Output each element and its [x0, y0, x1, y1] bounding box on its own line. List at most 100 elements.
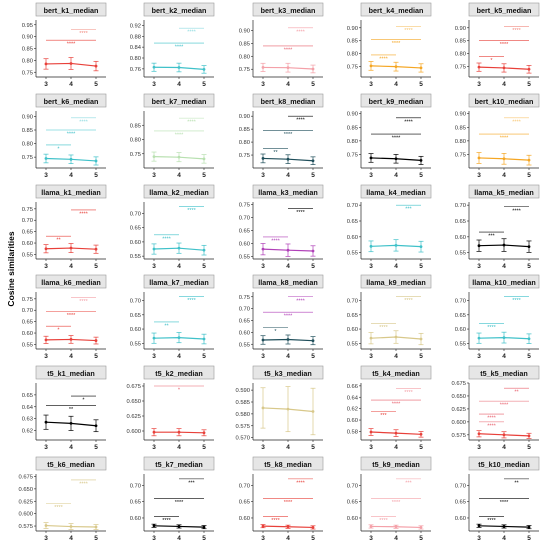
- y-tick-label: 0.75: [347, 65, 358, 71]
- facet-strip: [143, 184, 215, 199]
- facet-strip: [252, 365, 324, 380]
- data-point: [69, 421, 73, 425]
- x-tick-label: 5: [419, 353, 423, 360]
- x-tick-label: 5: [419, 81, 423, 88]
- y-tick-label: 0.75: [455, 152, 466, 158]
- y-tick-label: 0.62: [347, 407, 358, 413]
- y-tick-label: 0.80: [347, 139, 358, 145]
- significance-label: ****: [512, 119, 521, 125]
- y-tick-label: 0.60: [347, 235, 358, 241]
- y-tick-label: 0.55: [22, 252, 33, 258]
- facet-title: bert_k7_median: [152, 97, 207, 106]
- facet-panel: bert_k7_median 0.75 0.80 0.85 3 4 5 ********: [130, 93, 215, 179]
- significance-label: ****: [487, 423, 496, 429]
- y-tick-label: 0.600: [18, 512, 33, 518]
- y-tick-label: 0.80: [239, 140, 250, 146]
- facet-panel: bert_k3_median 0.75 0.80 0.85 0.90 3 4 5 **** ***…: [239, 2, 324, 88]
- data-point: [369, 525, 373, 528]
- x-tick-label: 4: [394, 263, 398, 270]
- data-point: [202, 431, 206, 435]
- data-point: [419, 66, 423, 70]
- significance-label: ****: [187, 120, 196, 126]
- y-tick-label: 0.70: [455, 299, 466, 305]
- x-tick-label: 4: [177, 353, 181, 360]
- y-tick-label: 0.650: [18, 487, 33, 493]
- y-tick-label: 0.75: [239, 203, 250, 209]
- x-tick-label: 4: [286, 353, 290, 360]
- y-tick-label: 0.70: [347, 203, 358, 209]
- significance-label: ****: [487, 416, 496, 422]
- y-tick-label: 0.60: [455, 235, 466, 241]
- facet-title: t5_k3_median: [264, 369, 312, 378]
- facet-title: t5_k8_median: [264, 460, 312, 469]
- x-tick-label: 4: [177, 263, 181, 270]
- data-point: [419, 526, 423, 529]
- significance-label: ****: [404, 28, 413, 34]
- data-point: [177, 430, 181, 434]
- facet-strip: [35, 274, 107, 289]
- facet-panel: llama_k9_median 0.55 0.60 0.65 0.70 3 4 5 **** **…: [347, 274, 432, 360]
- x-tick-label: 3: [261, 353, 265, 360]
- significance-label: ****: [404, 390, 413, 396]
- significance-label: ****: [379, 518, 388, 524]
- x-tick-label: 5: [202, 81, 206, 88]
- facet-title: bert_k8_median: [261, 97, 316, 106]
- facet-title: llama_k4_median: [366, 188, 426, 197]
- significance-label: **: [514, 480, 519, 486]
- significance-label: ***: [405, 480, 412, 486]
- significance-label: ****: [175, 500, 184, 506]
- data-point: [527, 67, 531, 71]
- facet-strip: [360, 93, 432, 108]
- x-tick-label: 4: [394, 535, 398, 542]
- x-tick-label: 3: [369, 263, 373, 270]
- facet-title: bert_k3_median: [261, 6, 316, 15]
- data-point: [177, 246, 181, 250]
- significance-label: **: [273, 150, 278, 156]
- significance-label: ****: [500, 42, 509, 48]
- x-tick-label: 4: [69, 263, 73, 270]
- significance-label: ****: [296, 29, 305, 35]
- x-tick-label: 3: [261, 263, 265, 270]
- x-tick-label: 4: [69, 81, 73, 88]
- x-tick-label: 5: [527, 444, 531, 451]
- y-tick-label: 0.80: [130, 138, 141, 144]
- data-point: [369, 244, 373, 248]
- facet-title: bert_k6_median: [44, 97, 99, 106]
- x-tick-label: 5: [419, 172, 423, 179]
- data-point: [94, 159, 98, 163]
- facet-strip: [360, 2, 432, 17]
- significance-label: ****: [379, 56, 388, 62]
- x-tick-label: 5: [527, 81, 531, 88]
- y-tick-label: 0.90: [455, 112, 466, 118]
- y-tick-label: 0.60: [130, 516, 141, 522]
- significance-label: ****: [512, 28, 521, 34]
- facet-title: bert_k5_median: [477, 6, 532, 15]
- y-tick-label: 0.80: [347, 52, 358, 58]
- y-tick-label: 0.75: [239, 67, 250, 73]
- facet-strip: [252, 456, 324, 471]
- significance-label: ***: [188, 480, 195, 486]
- significance-label: ****: [284, 47, 293, 53]
- significance-label: ****: [175, 45, 184, 51]
- facet-strip: [468, 93, 540, 108]
- data-point: [152, 430, 156, 434]
- y-tick-label: 0.75: [22, 207, 33, 213]
- y-tick-label: 0.60: [22, 331, 33, 337]
- data-point: [502, 433, 506, 437]
- significance-label: ****: [500, 136, 509, 142]
- significance-label: ****: [284, 314, 293, 320]
- y-tick-label: 0.85: [455, 125, 466, 131]
- significance-label: ****: [79, 119, 88, 125]
- data-point: [177, 155, 181, 159]
- x-tick-label: 3: [369, 353, 373, 360]
- significance-label: *: [490, 58, 493, 64]
- x-tick-label: 5: [202, 172, 206, 179]
- facet-panel: llama_k4_median 0.55 0.60 0.65 0.70 3 4 5 ***: [347, 184, 432, 270]
- data-point: [94, 424, 98, 428]
- y-tick-label: 0.70: [130, 483, 141, 489]
- significance-label: ***: [488, 234, 495, 240]
